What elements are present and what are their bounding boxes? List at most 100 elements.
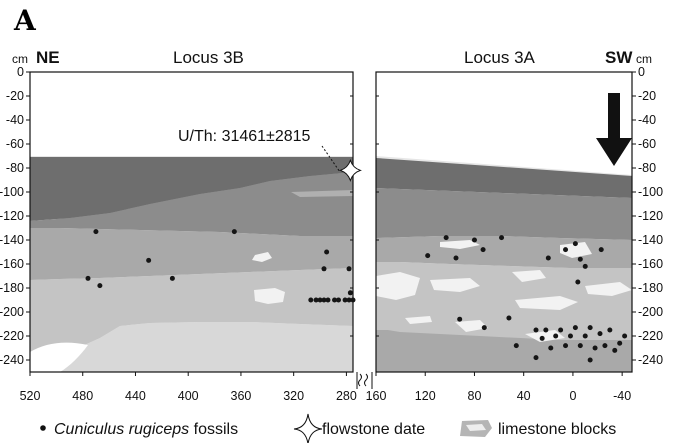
x-tick-label: 40 (517, 389, 531, 403)
flowstone-star-icon (338, 158, 362, 182)
flowstone-legend-icon (293, 413, 323, 443)
fossil-point (563, 247, 569, 253)
fossil-point (622, 333, 628, 339)
right-unit-label: cm (636, 52, 652, 66)
fossil-point (499, 235, 505, 241)
depth-tick-label-left: -100 (0, 185, 24, 199)
depth-tick-label-right: -20 (638, 89, 656, 103)
panel-letter: A (13, 4, 37, 37)
fossil-point (563, 343, 569, 349)
x-tick-label: 520 (20, 389, 41, 403)
fossil-legend-icon (40, 425, 46, 431)
fossil-point (313, 297, 319, 303)
flowstone-layer (291, 190, 353, 197)
stratum-dark-3a (376, 188, 632, 240)
fossil-point (443, 235, 449, 241)
depth-tick-label-right: 0 (638, 65, 645, 79)
fossil-point (324, 249, 330, 255)
x-tick-label: 440 (125, 389, 146, 403)
fossil-point (577, 256, 583, 262)
fossil-point (582, 263, 588, 269)
depth-axis-left: 0 -20 -40 -60 -80 -100 -120 -140 -160 -180 -200 -22… (0, 65, 24, 367)
limestone-legend-icon-inner (466, 424, 486, 431)
fossil-point (471, 237, 477, 243)
locus-3b-section (30, 72, 353, 372)
fossil-point (325, 297, 331, 303)
fossil-point (597, 331, 603, 337)
depth-tick-label-left: -140 (0, 233, 24, 247)
fossil-point (97, 283, 103, 289)
direction-ne: NE (36, 48, 60, 67)
fossil-point (513, 343, 519, 349)
depth-tick-label-left: -160 (0, 257, 24, 271)
fossil-point (342, 297, 348, 303)
fossil-point (572, 241, 578, 247)
void-3b (30, 342, 88, 372)
stratum-mid-3b (30, 228, 353, 280)
left-unit-label: cm (12, 52, 28, 66)
axis-tick-lines (26, 71, 636, 376)
x-tick-label: 400 (178, 389, 199, 403)
limestone-block (405, 316, 432, 324)
x-tick-label: 280 (336, 389, 357, 403)
x-tick-label: -40 (613, 389, 631, 403)
axis-break (356, 372, 373, 389)
x-tick-label: 360 (231, 389, 252, 403)
x-tick-label: 80 (468, 389, 482, 403)
x-tick-label: 120 (415, 389, 436, 403)
depth-tick-label-right: -240 (638, 353, 663, 367)
fossil-point (335, 297, 341, 303)
fossil-point (346, 297, 352, 303)
depth-tick-label-right: -200 (638, 305, 663, 319)
depth-tick-label-left: -20 (6, 89, 24, 103)
limestone-block (254, 288, 285, 304)
locus-3a-section (376, 72, 632, 372)
fossil-point (481, 325, 487, 331)
x-tick-label: 0 (569, 389, 576, 403)
fossil-point (548, 345, 554, 351)
locus-3b-title: Locus 3B (173, 48, 244, 67)
fossil-point (453, 255, 459, 261)
stratum-dark-band-3b (30, 172, 353, 236)
depth-tick-label-left: -120 (0, 209, 24, 223)
limestone-block (560, 242, 592, 258)
fossil-point (539, 335, 545, 341)
stratum-darkest-3a (376, 158, 632, 198)
limestone-block (512, 270, 546, 282)
axis-break-symbol (358, 373, 368, 387)
fossil-point (592, 345, 598, 351)
fossil-point (533, 327, 539, 333)
fossils-locus-3a (425, 235, 628, 363)
x-tick-label: 480 (72, 389, 93, 403)
depth-tick-label-left: -220 (0, 329, 24, 343)
depth-tick-label-right: -220 (638, 329, 663, 343)
fossil-point (332, 297, 338, 303)
legend-limestone: limestone blocks (498, 421, 616, 438)
fossil-point (346, 266, 352, 272)
fossil-point (572, 325, 578, 331)
x-tick-label: 320 (283, 389, 304, 403)
limestone-block (440, 240, 480, 249)
fossil-point (425, 253, 431, 259)
direction-sw: SW (605, 48, 633, 67)
depth-tick-label-right: -40 (638, 113, 656, 127)
fossils-locus-3b (85, 229, 356, 303)
fossil-point (543, 327, 549, 333)
limestone-block (585, 282, 632, 296)
fossil-point (347, 290, 353, 296)
depth-tick-label-left: -200 (0, 305, 24, 319)
locus-3a-frame (375, 71, 633, 373)
legend-fossils: Cuniculus rugiceps fossils (54, 421, 238, 438)
stratum-lightest-3b (30, 322, 353, 372)
depth-tick-label-left: 0 (17, 65, 24, 79)
fossil-point (582, 333, 588, 339)
flowstone-date-label: U/Th: 31461±2815 (178, 128, 311, 145)
fossil-point (506, 315, 512, 321)
depth-tick-label-right: -160 (638, 257, 663, 271)
limestone-block (525, 330, 565, 342)
down-arrow-icon (596, 93, 632, 166)
depth-tick-label-left: -60 (6, 137, 24, 151)
horizontal-axis: 520 480 440 400 360 320 280 160 120 80 40 0 -40 (20, 389, 632, 403)
depth-tick-label-right: -180 (638, 281, 663, 295)
